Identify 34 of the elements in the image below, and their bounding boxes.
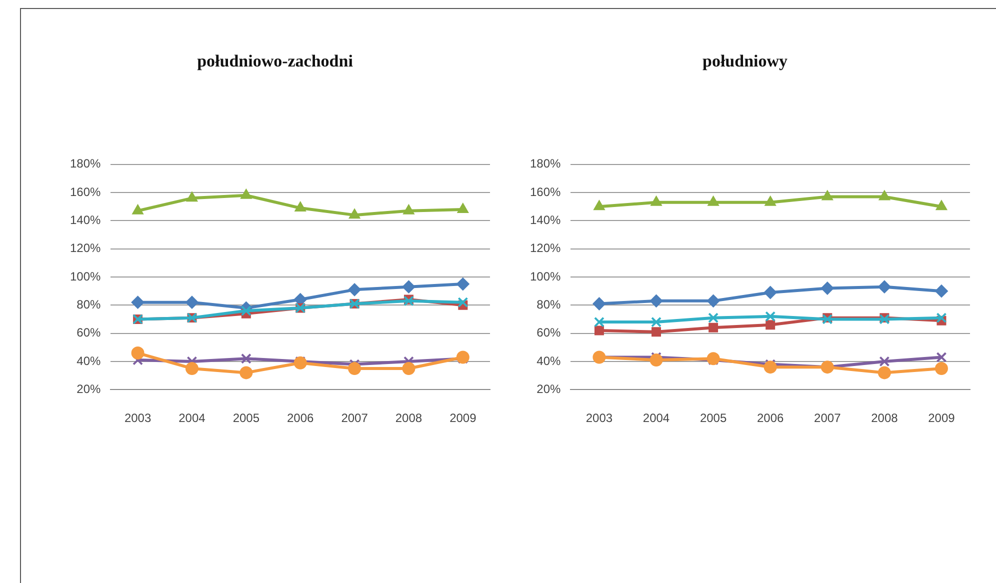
x-tick-label: 2009 xyxy=(450,411,477,426)
y-tick-label: 140% xyxy=(70,213,102,228)
x-tick-label: 2003 xyxy=(124,411,152,426)
y-tick-label: 140% xyxy=(530,213,562,228)
y-tick-label: 20% xyxy=(536,382,562,396)
y-tick-label: 80% xyxy=(536,297,562,312)
y-tick-label: 100% xyxy=(530,269,562,284)
x-tick-label: 2003 xyxy=(586,411,613,426)
x-tick-label: 2004 xyxy=(642,411,670,426)
y-tick-label: 40% xyxy=(76,354,102,368)
x-tick-label: 2009 xyxy=(928,411,956,426)
chart-title: południowy xyxy=(702,52,788,71)
x-tick-label: 2007 xyxy=(341,411,368,426)
x-tick-label: 2007 xyxy=(814,411,842,426)
x-tick-label: 2004 xyxy=(178,411,206,426)
y-tick-label: 20% xyxy=(76,382,102,396)
y-tick-label: 120% xyxy=(70,241,102,256)
y-tick-label: 180% xyxy=(70,156,102,171)
x-tick-label: 2006 xyxy=(286,411,314,426)
y-tick-label: 120% xyxy=(530,241,562,256)
y-tick-label: 40% xyxy=(536,354,562,368)
x-tick-label: 2006 xyxy=(756,411,784,426)
y-tick-label: 60% xyxy=(76,326,102,340)
y-tick-label: 160% xyxy=(530,184,562,199)
x-tick-label: 2005 xyxy=(700,411,727,426)
y-tick-label: 180% xyxy=(530,156,562,171)
y-tick-label: 100% xyxy=(70,269,102,284)
x-tick-label: 2008 xyxy=(395,411,422,426)
x-tick-label: 2005 xyxy=(232,411,260,426)
y-tick-label: 80% xyxy=(76,297,102,312)
chart-title: południowo-zachodni xyxy=(197,52,354,71)
y-tick-label: 160% xyxy=(70,184,102,199)
x-tick-label: 2008 xyxy=(871,411,898,426)
y-tick-label: 60% xyxy=(536,326,562,340)
